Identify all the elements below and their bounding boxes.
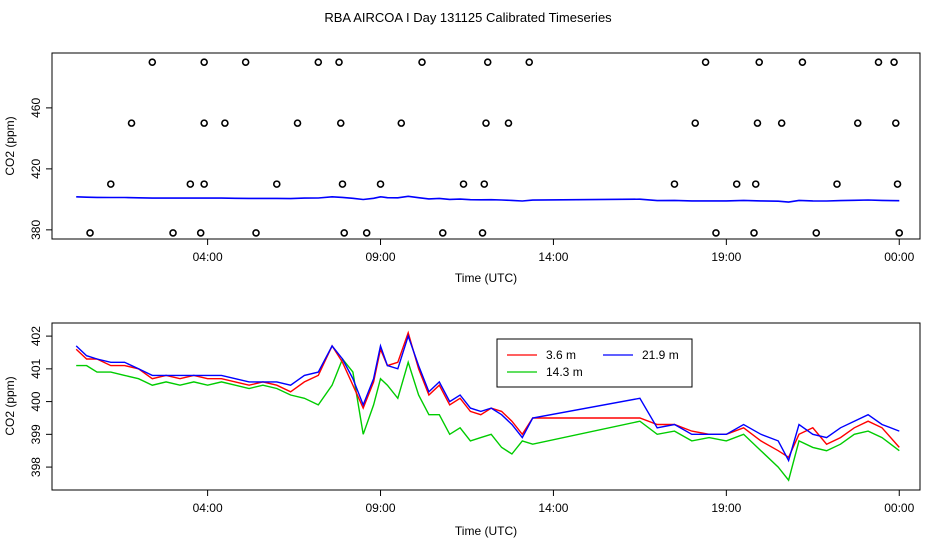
top-x-axis-label: Time (UTC) bbox=[455, 271, 517, 285]
data-point bbox=[777, 119, 786, 127]
legend-label-14.3m: 14.3 m bbox=[546, 365, 583, 379]
data-point bbox=[833, 180, 841, 188]
data-point bbox=[478, 229, 487, 237]
bottom-x-tick-label: 00:00 bbox=[884, 501, 914, 515]
top-panel: 380 420 460 04:00 09:00 14:00 19:00 00:00 Time… bbox=[3, 52, 921, 285]
series-line-3.6m bbox=[75, 330, 900, 459]
data-point bbox=[701, 58, 710, 66]
top-x-tick-label: 00:00 bbox=[884, 250, 914, 264]
bottom-y-tick-label: 398 bbox=[29, 457, 43, 477]
data-point bbox=[252, 229, 260, 237]
data-point bbox=[169, 229, 177, 237]
data-point bbox=[891, 119, 900, 127]
data-point bbox=[200, 119, 208, 127]
data-point bbox=[890, 58, 898, 66]
top-series-line bbox=[76, 195, 900, 203]
data-point bbox=[376, 180, 385, 188]
series-line-14.3m bbox=[76, 357, 900, 482]
bottom-y-tick-label: 401 bbox=[29, 359, 43, 379]
data-point bbox=[895, 229, 904, 237]
data-point bbox=[200, 58, 208, 66]
data-point bbox=[272, 180, 281, 188]
data-point bbox=[186, 180, 195, 188]
bottom-y-tick-label: 400 bbox=[29, 391, 43, 411]
data-point bbox=[336, 119, 345, 127]
bottom-plot-frame bbox=[51, 322, 921, 491]
bottom-series-lines bbox=[75, 330, 900, 482]
bottom-x-tick-label: 09:00 bbox=[366, 501, 396, 515]
data-point bbox=[853, 119, 862, 127]
bottom-y-axis: 398 399 400 401 402 bbox=[29, 326, 52, 477]
data-point bbox=[106, 180, 115, 188]
top-y-tick-label: 420 bbox=[29, 159, 43, 179]
top-y-tick-label: 460 bbox=[29, 98, 43, 118]
data-point bbox=[200, 180, 208, 188]
top-y-tick-label: 380 bbox=[29, 220, 43, 240]
data-point bbox=[750, 229, 758, 237]
legend-label-21.9m: 21.9 m bbox=[642, 348, 679, 362]
data-point bbox=[127, 119, 136, 127]
data-point bbox=[397, 119, 406, 127]
data-point bbox=[335, 58, 343, 66]
data-point bbox=[753, 119, 762, 127]
legend-box bbox=[496, 338, 693, 388]
data-point bbox=[812, 229, 821, 237]
top-y-axis: 380 420 460 bbox=[29, 98, 52, 240]
bottom-x-axis-label: Time (UTC) bbox=[455, 524, 517, 538]
bottom-x-tick-label: 04:00 bbox=[193, 501, 223, 515]
top-y-axis-label: CO2 (ppm) bbox=[3, 116, 17, 175]
data-point bbox=[482, 119, 490, 127]
data-point bbox=[874, 58, 883, 66]
data-point bbox=[691, 119, 700, 127]
top-x-tick-label: 19:00 bbox=[711, 250, 741, 264]
data-point bbox=[338, 180, 347, 188]
data-point bbox=[221, 119, 229, 127]
data-point bbox=[525, 58, 534, 66]
data-point bbox=[670, 180, 679, 188]
legend: 3.6 m 21.9 m 14.3 m bbox=[496, 338, 693, 388]
top-x-tick-label: 14:00 bbox=[538, 250, 568, 264]
bottom-x-axis: 04:00 09:00 14:00 19:00 00:00 bbox=[193, 490, 915, 515]
data-point bbox=[755, 58, 763, 66]
data-point bbox=[340, 229, 349, 237]
top-scatter-points bbox=[86, 58, 904, 237]
data-point bbox=[459, 180, 468, 188]
data-point bbox=[86, 229, 94, 237]
data-point bbox=[751, 180, 760, 188]
top-plot-frame bbox=[51, 52, 921, 240]
data-point bbox=[504, 119, 513, 127]
data-point bbox=[438, 229, 447, 237]
data-point bbox=[483, 58, 492, 66]
top-x-tick-label: 04:00 bbox=[193, 250, 223, 264]
data-point bbox=[293, 119, 302, 127]
bottom-y-tick-label: 402 bbox=[29, 326, 43, 346]
data-point bbox=[893, 180, 902, 188]
legend-label-3.6m: 3.6 m bbox=[546, 348, 576, 362]
data-point bbox=[418, 58, 426, 66]
data-point bbox=[196, 229, 205, 237]
figure-title: RBA AIRCOA I Day 131125 Calibrated Times… bbox=[324, 10, 612, 25]
bottom-panel: 398 399 400 401 402 04:00 09:00 14:00 19:00 00:0… bbox=[3, 322, 921, 538]
data-point bbox=[480, 180, 489, 188]
data-point bbox=[362, 229, 371, 237]
data-point bbox=[148, 58, 157, 66]
bottom-x-tick-label: 19:00 bbox=[711, 501, 741, 515]
data-point bbox=[712, 229, 720, 237]
top-x-tick-label: 09:00 bbox=[366, 250, 396, 264]
data-point bbox=[798, 58, 807, 66]
bottom-y-tick-label: 399 bbox=[29, 424, 43, 444]
data-point bbox=[241, 58, 250, 66]
top-x-axis: 04:00 09:00 14:00 19:00 00:00 bbox=[193, 239, 915, 264]
bottom-x-tick-label: 14:00 bbox=[538, 501, 568, 515]
series-line-21.9m bbox=[75, 333, 900, 463]
data-point bbox=[732, 180, 741, 188]
bottom-y-axis-label: CO2 (ppm) bbox=[3, 376, 17, 435]
data-point bbox=[314, 58, 323, 66]
